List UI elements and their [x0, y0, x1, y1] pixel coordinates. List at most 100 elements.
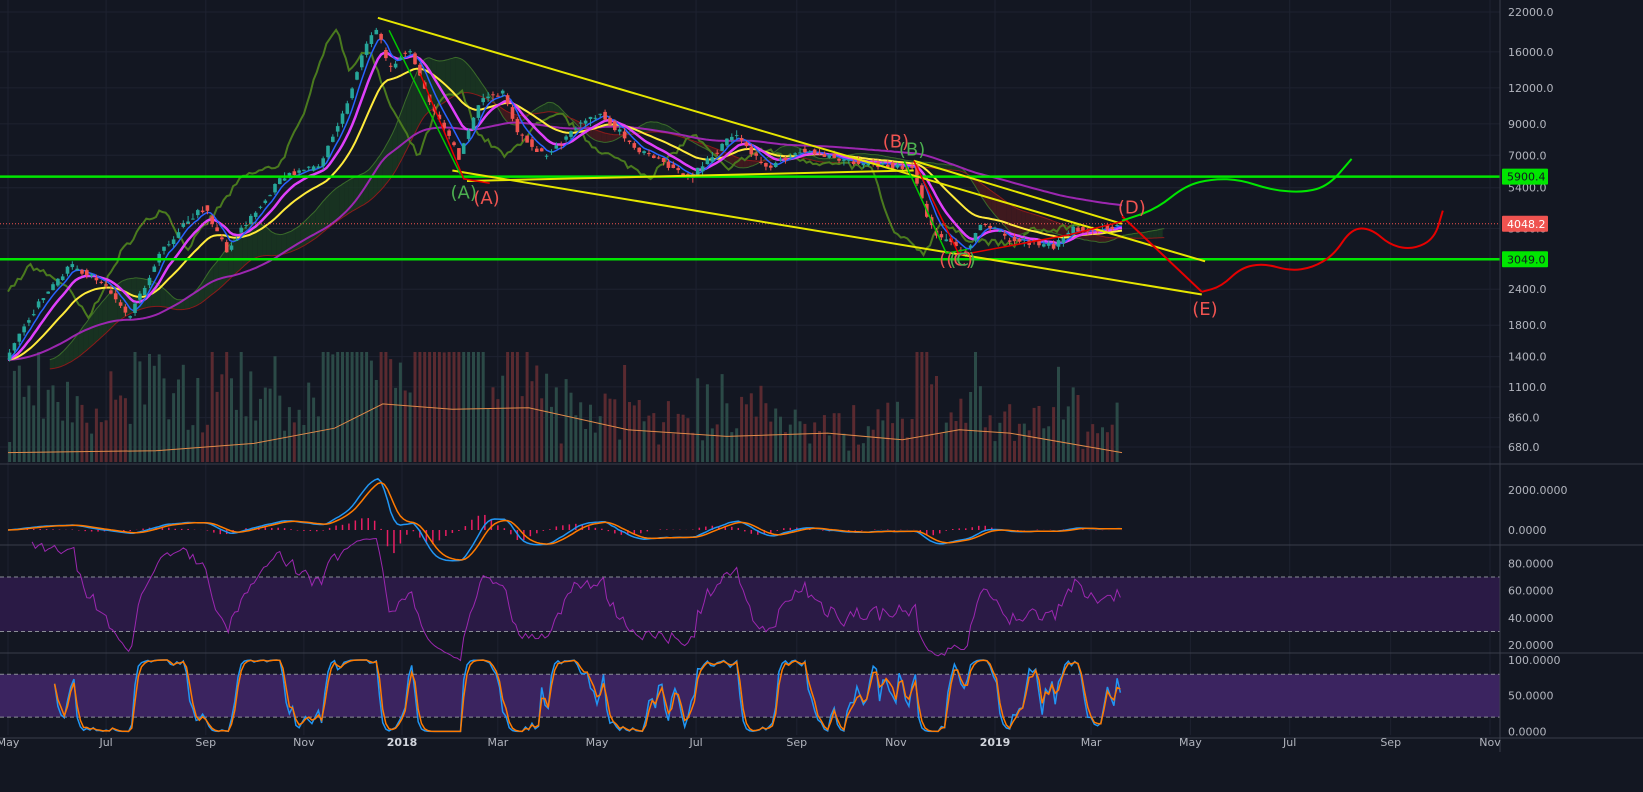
volume-bar [593, 432, 597, 462]
cloud-segment [247, 222, 253, 263]
volume-bar [866, 426, 870, 462]
volume-bar [326, 352, 330, 462]
candle-body [12, 343, 17, 351]
cloud-segment [1099, 235, 1105, 243]
candle-body [710, 157, 715, 162]
volume-bar [983, 427, 987, 462]
volume-bar [779, 416, 782, 462]
volume-bar [225, 352, 229, 462]
candle-body [447, 130, 451, 136]
candle-body [520, 134, 524, 136]
volume-bar [1057, 366, 1060, 462]
axes: 22000.0 16000.0 12000.0 9000.0 7000.0 5400.0 3… [0, 0, 1643, 752]
volume-bar [886, 402, 890, 462]
candle-body [486, 96, 490, 99]
volume-bar [56, 402, 60, 462]
volume-bar [818, 431, 821, 462]
cloud-segment [411, 72, 417, 140]
volume-bar [515, 352, 519, 462]
cloud-segment [281, 233, 287, 255]
candle-body [22, 326, 26, 333]
cloud-segment [271, 231, 277, 256]
senkou-span-a [49, 56, 1165, 361]
candle-body [138, 293, 142, 300]
wave-label: (A) [451, 183, 477, 204]
cloud-segment [406, 84, 412, 150]
cloud-segment [431, 58, 437, 111]
volume-bar [51, 385, 55, 462]
volume-bar [701, 440, 705, 462]
candle-body [1032, 240, 1036, 241]
volume-bar [292, 422, 296, 462]
oscillator-tick-label: 0.0000 [1508, 524, 1547, 537]
volume-bar [157, 354, 161, 462]
cloud-segment [645, 121, 651, 133]
oscillator-tick-label: 60.0000 [1508, 585, 1554, 598]
volume-bar [1076, 395, 1080, 462]
volume-bar [152, 365, 156, 462]
ema-200-line [7, 121, 1123, 361]
candle-body [676, 168, 680, 171]
candle-body [744, 142, 749, 147]
price-tick-label: 860.0 [1508, 412, 1540, 425]
volume-bar [754, 416, 758, 462]
cloud-segment [592, 128, 597, 141]
volume-bar [545, 373, 549, 462]
time-tick-label: Mar [488, 736, 509, 749]
candle-body [827, 155, 832, 158]
volume-bar [925, 352, 929, 462]
volume-bar [369, 360, 373, 462]
candle-body [27, 320, 31, 323]
volume-bar [1066, 406, 1070, 462]
volume-bar [847, 450, 851, 462]
candle-body [900, 165, 905, 169]
candle-body [1076, 227, 1080, 232]
candle-body [915, 165, 919, 184]
volume-bar [642, 421, 646, 462]
volume-bar [379, 352, 383, 462]
volume-bar [652, 413, 656, 462]
volume-bar [852, 405, 856, 462]
candle-body [210, 216, 214, 225]
volume-bar [205, 424, 209, 462]
volume-bar [312, 397, 316, 462]
cloud-segment [88, 313, 94, 349]
cloud-segment [344, 180, 349, 217]
candle-body [263, 200, 268, 203]
candle-body [832, 154, 836, 158]
volume-bar [1027, 430, 1031, 462]
candle-body [60, 276, 65, 280]
candle-body [778, 158, 783, 161]
cloud-segment [64, 344, 70, 366]
candle-body [642, 151, 646, 154]
volume-bar [511, 352, 514, 462]
candle-body [191, 218, 195, 220]
price-tick-label: 5400.0 [1508, 182, 1547, 195]
cloud-segment [1006, 201, 1012, 233]
volume-bar [1042, 428, 1046, 462]
candle-body [374, 29, 379, 35]
cloud-segment [69, 339, 74, 363]
candle-body [215, 227, 219, 232]
candle-body [578, 122, 583, 124]
stoch-d-line [53, 659, 1121, 733]
candle-body [1061, 238, 1066, 243]
stoch-band [0, 674, 1500, 718]
volume-bar [70, 422, 74, 462]
volume-bar [433, 352, 436, 462]
candle-body [17, 333, 22, 342]
candle-body [656, 157, 661, 159]
projection-red-path [1201, 210, 1444, 293]
volume-bar [1003, 411, 1007, 462]
price-tick-label: 16000.0 [1508, 46, 1554, 59]
candle-body [613, 121, 617, 131]
time-tick-label: May [0, 736, 20, 749]
oscillator-tick-label: 50.0000 [1508, 690, 1554, 703]
candle-body [764, 163, 768, 167]
candle-body [224, 242, 229, 253]
volume-bar [472, 352, 475, 462]
candle-body [7, 352, 12, 360]
candle-body [123, 306, 128, 313]
